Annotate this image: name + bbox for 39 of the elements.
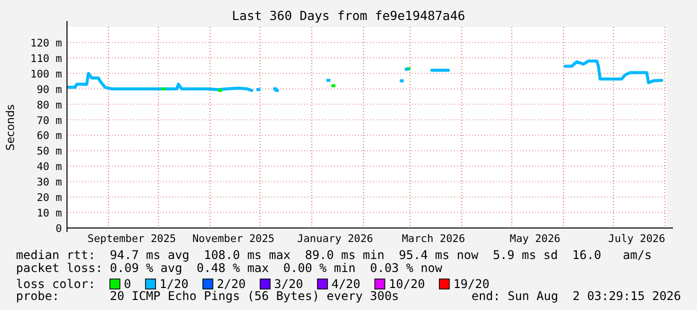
legend-label: 19/20 — [453, 277, 490, 291]
legend-label: 3/20 — [274, 277, 304, 291]
legend-label: 0 — [124, 277, 132, 291]
y-tick-label: 100 m — [30, 68, 62, 80]
y-tick-label: 110 m — [30, 52, 62, 65]
y-tick-label: 80 m — [36, 99, 62, 112]
x-tick-label: September 2025 — [88, 233, 176, 245]
y-tick-label: 10 m — [36, 208, 62, 220]
text: probe: 20 ICMP Echo Pings (56 Bytes) every 300s — [16, 289, 399, 303]
legend-label: 4/20 — [331, 277, 360, 291]
legend-label: 2/20 — [216, 277, 246, 291]
y-tick-label: 120 m — [30, 37, 62, 50]
x-tick-label: January 2026 — [297, 233, 374, 245]
x-tick-label: November 2025 — [192, 233, 275, 245]
text: packet loss: 0.09 % avg 0.48 % max 0.00 % min 0.03 % now — [16, 261, 444, 275]
point — [218, 88, 222, 92]
text: median rtt: 94.7 ms avg 108.0 ms max 89.0 ms min 95.4 ms now 5.9 ms sd 16.0 am/s — [16, 248, 652, 262]
y-tick-label: 30 m — [36, 176, 62, 189]
point — [256, 88, 260, 92]
y-tick-label: 60 m — [36, 130, 62, 142]
legend-label: 1/20 — [160, 277, 188, 291]
point — [400, 79, 404, 82]
y-tick-label: 0 — [56, 223, 62, 235]
y-tick-label: 20 m — [36, 192, 62, 204]
legend-label: 10/20 — [388, 277, 425, 291]
y-tick-label: 50 m — [36, 146, 62, 158]
y-tick-label: 40 m — [36, 161, 62, 174]
legend-title: loss color: — [16, 277, 96, 291]
y-tick-label: 90 m — [36, 84, 62, 96]
text: end: Sun Aug 2 03:29:15 2026 — [471, 289, 681, 303]
point — [161, 87, 166, 90]
x-tick-label: March 2026 — [402, 233, 466, 245]
chart-title: Last 360 Days from fe9e19487a46 — [232, 8, 466, 23]
y-tick-label: 70 m — [36, 114, 62, 127]
x-tick-label: July 2026 — [608, 233, 666, 245]
point — [326, 78, 330, 82]
y-axis-title: Seconds — [4, 104, 17, 151]
x-tick-label: May 2026 — [510, 233, 560, 245]
point — [331, 84, 336, 88]
